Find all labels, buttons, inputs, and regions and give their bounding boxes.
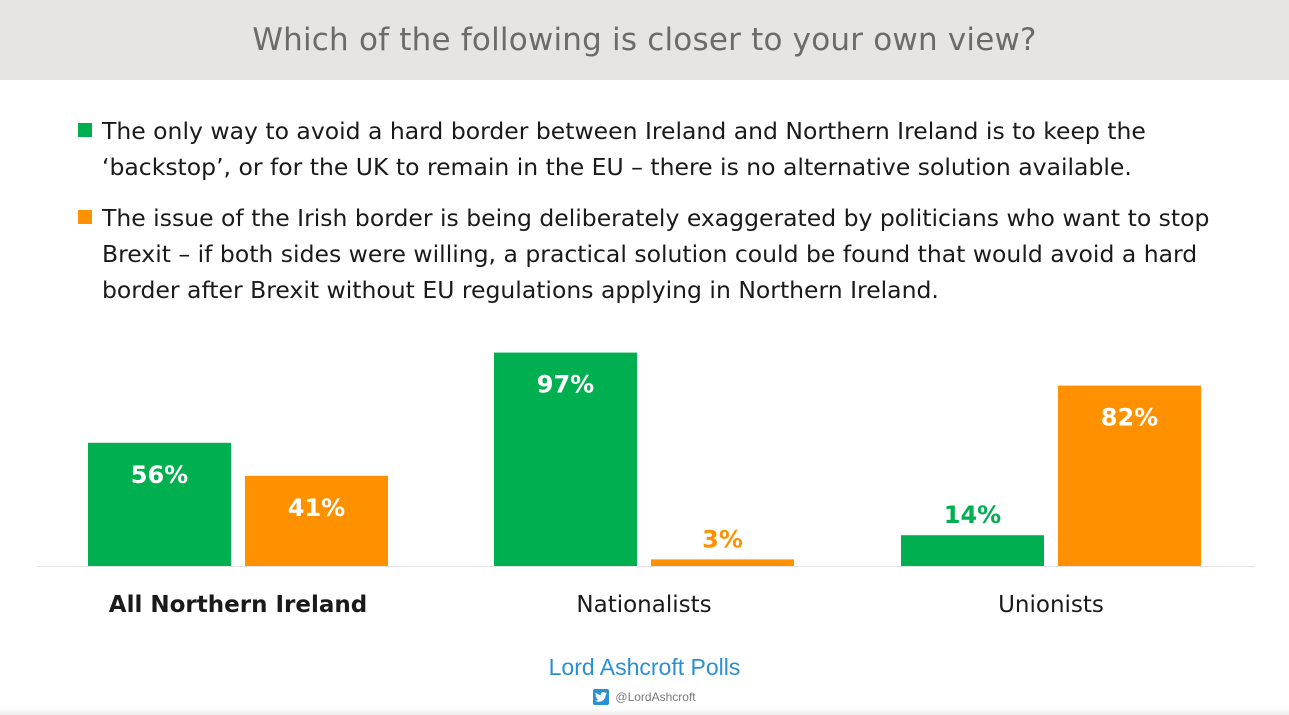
legend-swatch-orange	[78, 210, 92, 224]
category-label-unionists: Unionists	[998, 592, 1104, 618]
bar-chart: 56% 41% All Northern Ireland 97% 3% Nationali…	[37, 352, 1255, 618]
data-label-all-northern-ireland-series-0: 56%	[131, 461, 188, 489]
data-label-unionists-series-1: 82%	[1101, 404, 1158, 432]
data-label-nationalists-series-0: 97%	[537, 371, 594, 399]
bar-unionists-series-0	[901, 535, 1044, 566]
category-label-all-northern-ireland: All Northern Ireland	[109, 592, 367, 618]
bar-all-northern-ireland-series-0	[88, 442, 231, 566]
data-label-unionists-series-0: 14%	[944, 501, 1001, 529]
legend-label-orange: The issue of the Irish border is being d…	[102, 204, 1210, 304]
legend-label-green: The only way to avoid a hard border betw…	[102, 117, 1146, 181]
header-bar: Which of the following is closer to your…	[0, 0, 1289, 80]
chart-title: Which of the following is closer to your…	[252, 22, 1037, 58]
bottom-shadow	[0, 708, 1289, 715]
brand-name: Lord Ashcroft Polls	[548, 654, 741, 680]
twitter-icon[interactable]	[593, 689, 610, 705]
twitter-handle[interactable]: @LordAshcroft	[615, 690, 696, 704]
twitter-handle-row[interactable]: @LordAshcroft	[0, 689, 1289, 705]
data-label-all-northern-ireland-series-1: 41%	[288, 494, 345, 522]
bar-unionists-series-1	[1058, 385, 1201, 566]
bar-all-northern-ireland-series-1	[245, 475, 388, 566]
bar-nationalists-series-0	[494, 352, 637, 566]
legend-item-orange: The issue of the Irish border is being d…	[78, 200, 1248, 308]
category-label-nationalists: Nationalists	[576, 592, 711, 618]
legend-swatch-green	[78, 123, 92, 137]
bar-nationalists-series-1	[651, 559, 794, 566]
legend-item-green: The only way to avoid a hard border betw…	[78, 113, 1248, 185]
data-label-nationalists-series-1: 3%	[702, 525, 743, 553]
